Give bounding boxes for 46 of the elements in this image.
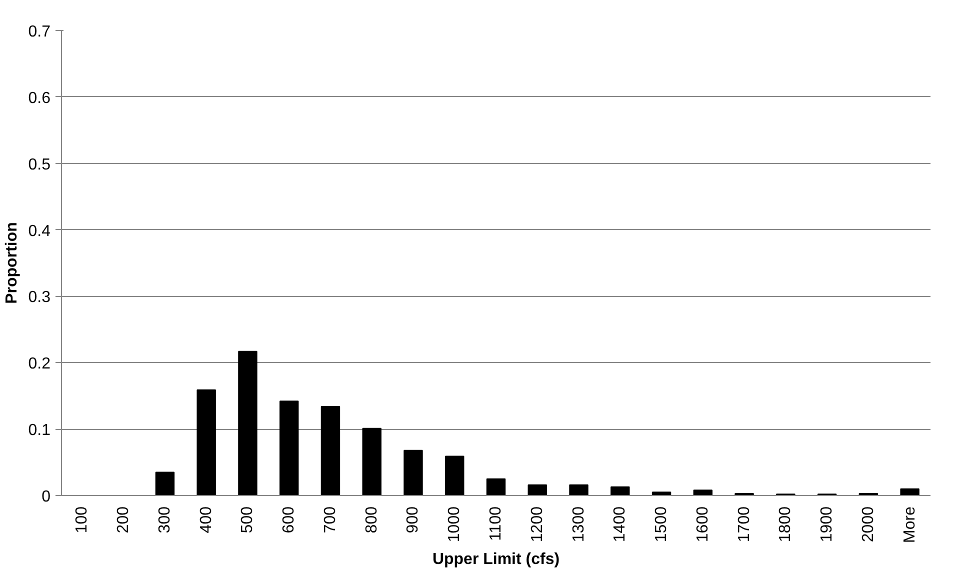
x-axis-title: Upper Limit (cfs) (432, 550, 560, 568)
x-tick-label: 800 (363, 506, 380, 534)
x-tick-label: 1300 (570, 506, 588, 542)
bar (610, 486, 630, 496)
bar (445, 456, 464, 496)
x-tick-label: 2000 (860, 506, 877, 542)
bar (486, 478, 506, 496)
y-tick-label: 0.2 (28, 356, 51, 373)
bar (362, 428, 382, 496)
y-tick-label: 0.5 (28, 156, 51, 174)
y-tick-label: 0.7 (28, 24, 51, 40)
x-tick-label: 300 (156, 506, 174, 534)
x-tick-label: 200 (115, 506, 132, 534)
bar (569, 484, 588, 496)
x-tick-label: 700 (322, 506, 339, 534)
y-tick-label: 0 (42, 488, 51, 506)
x-tick-label: 1900 (818, 506, 836, 542)
bar (279, 400, 299, 496)
bar (404, 450, 423, 496)
bar (900, 488, 920, 496)
x-tick-label: 1100 (488, 506, 504, 541)
x-tick-label: More (901, 506, 918, 543)
bar (652, 492, 672, 496)
bar (155, 472, 175, 496)
x-tick-label: 1800 (777, 506, 794, 542)
x-tick-label: 1700 (736, 506, 753, 542)
x-tick-label: 500 (239, 506, 256, 534)
x-tick-label: 900 (404, 506, 422, 534)
bar (320, 406, 340, 496)
y-tick-label: 0.6 (28, 90, 51, 107)
bar (693, 490, 713, 496)
x-tick-label: 400 (198, 506, 215, 534)
x-tick-label: 1600 (694, 506, 712, 542)
bar (528, 484, 547, 496)
y-tick-label: 0.4 (28, 222, 51, 240)
bar (196, 389, 216, 496)
y-tick-label: 0.3 (28, 289, 51, 306)
x-tick-label: 100 (74, 506, 91, 534)
y-axis-title: Proportion (3, 222, 20, 304)
x-tick-label: 1000 (446, 506, 464, 542)
x-tick-label: 600 (280, 506, 298, 534)
x-tick-label: 1500 (653, 506, 670, 542)
x-tick-label: 1200 (528, 506, 546, 542)
bar (238, 350, 258, 496)
y-tick-label: 0.1 (28, 422, 51, 440)
x-tick-label: 1400 (612, 506, 629, 542)
